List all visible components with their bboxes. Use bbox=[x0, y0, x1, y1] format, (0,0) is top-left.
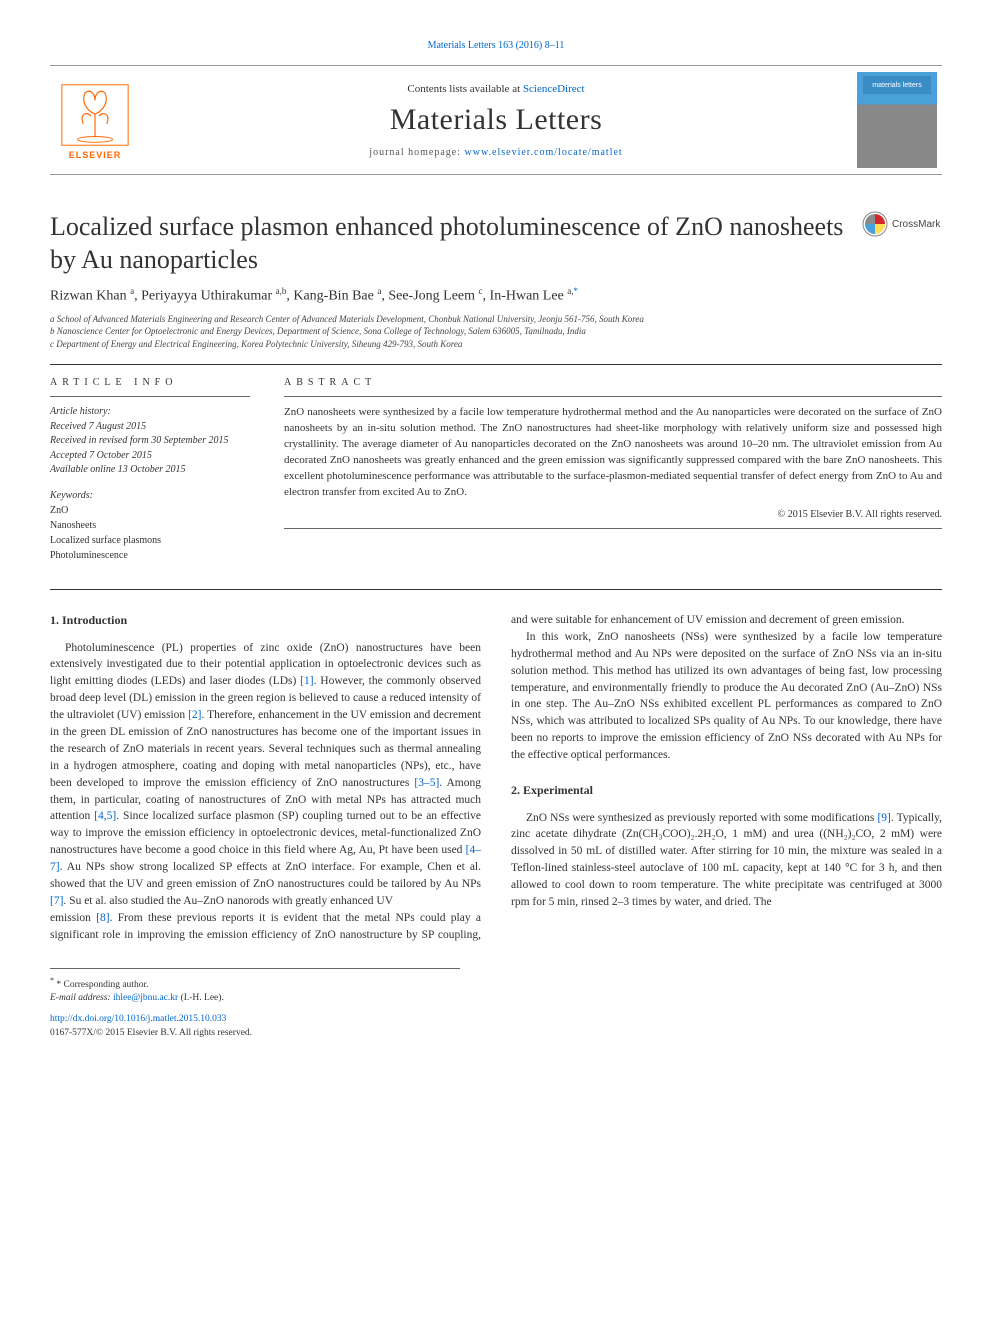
crossmark-label: CrossMark bbox=[892, 219, 940, 230]
reference-link[interactable]: [4–7] bbox=[50, 844, 481, 873]
bottom-block: http://dx.doi.org/10.1016/j.matlet.2015.… bbox=[50, 1013, 942, 1040]
email-who: (I.-H. Lee). bbox=[178, 993, 224, 1003]
abstract-heading: ABSTRACT bbox=[284, 377, 942, 388]
article-title: Localized surface plasmon enhanced photo… bbox=[50, 211, 862, 276]
footnotes: * * Corresponding author. E-mail address… bbox=[50, 968, 460, 1006]
corresponding-text: * Corresponding author. bbox=[56, 980, 148, 990]
email-link[interactable]: ihlee@jbnu.ac.kr bbox=[113, 993, 178, 1003]
keywords-block: Keywords: ZnO Nanosheets Localized surfa… bbox=[50, 488, 250, 563]
journal-cover-thumb[interactable]: materials letters bbox=[852, 66, 942, 174]
reference-link[interactable]: [3–5] bbox=[414, 777, 439, 789]
issn-copyright: 0167-577X/© 2015 Elsevier B.V. All right… bbox=[50, 1028, 252, 1038]
citation-line: Materials Letters 163 (2016) 8–11 bbox=[50, 40, 942, 51]
history-online: Available online 13 October 2015 bbox=[50, 464, 186, 475]
abstract-text: ZnO nanosheets were synthesized by a fac… bbox=[284, 405, 942, 501]
abstract-rule bbox=[284, 396, 942, 397]
elsevier-tree-icon bbox=[56, 80, 134, 150]
masthead-center: Contents lists available at ScienceDirec… bbox=[140, 83, 852, 158]
cover-label: materials letters bbox=[863, 76, 931, 94]
masthead: ELSEVIER Contents lists available at Sci… bbox=[50, 65, 942, 175]
sciencedirect-link[interactable]: ScienceDirect bbox=[523, 83, 585, 95]
rule-mid bbox=[50, 589, 942, 590]
reference-link[interactable]: [2] bbox=[188, 709, 201, 721]
intro-paragraph-3: In this work, ZnO nanosheets (NSs) were … bbox=[511, 629, 942, 764]
authors: Rizwan Khan a, Periyayya Uthirakumar a,b… bbox=[50, 286, 942, 305]
keyword: Nanosheets bbox=[50, 520, 96, 531]
history-label: Article history: bbox=[50, 405, 250, 420]
artinfo-rule bbox=[50, 396, 250, 397]
homepage-label: journal homepage: bbox=[369, 147, 464, 158]
homepage-line: journal homepage: www.elsevier.com/locat… bbox=[140, 147, 852, 158]
history-revised: Received in revised form 30 September 20… bbox=[50, 435, 228, 446]
intro-paragraph-1: Photoluminescence (PL) properties of zin… bbox=[50, 640, 481, 910]
email-line: E-mail address: ihlee@jbnu.ac.kr (I.-H. … bbox=[50, 992, 460, 1005]
homepage-link[interactable]: www.elsevier.com/locate/matlet bbox=[465, 147, 623, 158]
rule-top bbox=[50, 364, 942, 365]
section-heading-intro: 1. Introduction bbox=[50, 612, 481, 630]
contents-line: Contents lists available at ScienceDirec… bbox=[140, 83, 852, 95]
keyword: Localized surface plasmons bbox=[50, 535, 161, 546]
citation-link[interactable]: Materials Letters 163 (2016) 8–11 bbox=[428, 40, 565, 51]
reference-link[interactable]: [8] bbox=[96, 912, 109, 924]
article-info-heading: ARTICLE INFO bbox=[50, 377, 250, 388]
reference-link[interactable]: [7] bbox=[50, 895, 63, 907]
article-info: ARTICLE INFO Article history: Received 7… bbox=[50, 377, 250, 563]
corresponding-note: * * Corresponding author. bbox=[50, 975, 460, 992]
crossmark-icon bbox=[862, 211, 888, 237]
elsevier-wordmark: ELSEVIER bbox=[69, 150, 122, 160]
keywords-label: Keywords: bbox=[50, 488, 250, 503]
keyword: Photoluminescence bbox=[50, 550, 128, 561]
reference-link[interactable]: [4,5] bbox=[94, 810, 116, 822]
elsevier-logo[interactable]: ELSEVIER bbox=[50, 66, 140, 174]
body-columns: 1. Introduction Photoluminescence (PL) p… bbox=[50, 612, 942, 944]
reference-link[interactable]: [1] bbox=[300, 675, 313, 687]
affiliation-a: a School of Advanced Materials Engineeri… bbox=[50, 313, 942, 326]
journal-name: Materials Letters bbox=[140, 103, 852, 137]
keyword: ZnO bbox=[50, 505, 68, 516]
abstract-rule-bottom bbox=[284, 528, 942, 529]
experimental-paragraph-1: ZnO NSs were synthesized as previously r… bbox=[511, 810, 942, 911]
email-label: E-mail address: bbox=[50, 993, 113, 1003]
reference-link[interactable]: [9] bbox=[877, 812, 890, 824]
abstract-copyright: © 2015 Elsevier B.V. All rights reserved… bbox=[284, 509, 942, 520]
history-accepted: Accepted 7 October 2015 bbox=[50, 450, 152, 461]
contents-prefix: Contents lists available at bbox=[407, 83, 522, 95]
affiliation-b: b Nanoscience Center for Optoelectronic … bbox=[50, 325, 942, 338]
article-history: Article history: Received 7 August 2015 … bbox=[50, 405, 250, 478]
history-received: Received 7 August 2015 bbox=[50, 421, 146, 432]
doi-link[interactable]: http://dx.doi.org/10.1016/j.matlet.2015.… bbox=[50, 1014, 226, 1024]
affiliations: a School of Advanced Materials Engineeri… bbox=[50, 313, 942, 351]
crossmark-badge[interactable]: CrossMark bbox=[862, 211, 942, 237]
section-heading-experimental: 2. Experimental bbox=[511, 782, 942, 800]
affiliation-c: c Department of Energy and Electrical En… bbox=[50, 338, 942, 351]
abstract: ABSTRACT ZnO nanosheets were synthesized… bbox=[284, 377, 942, 563]
